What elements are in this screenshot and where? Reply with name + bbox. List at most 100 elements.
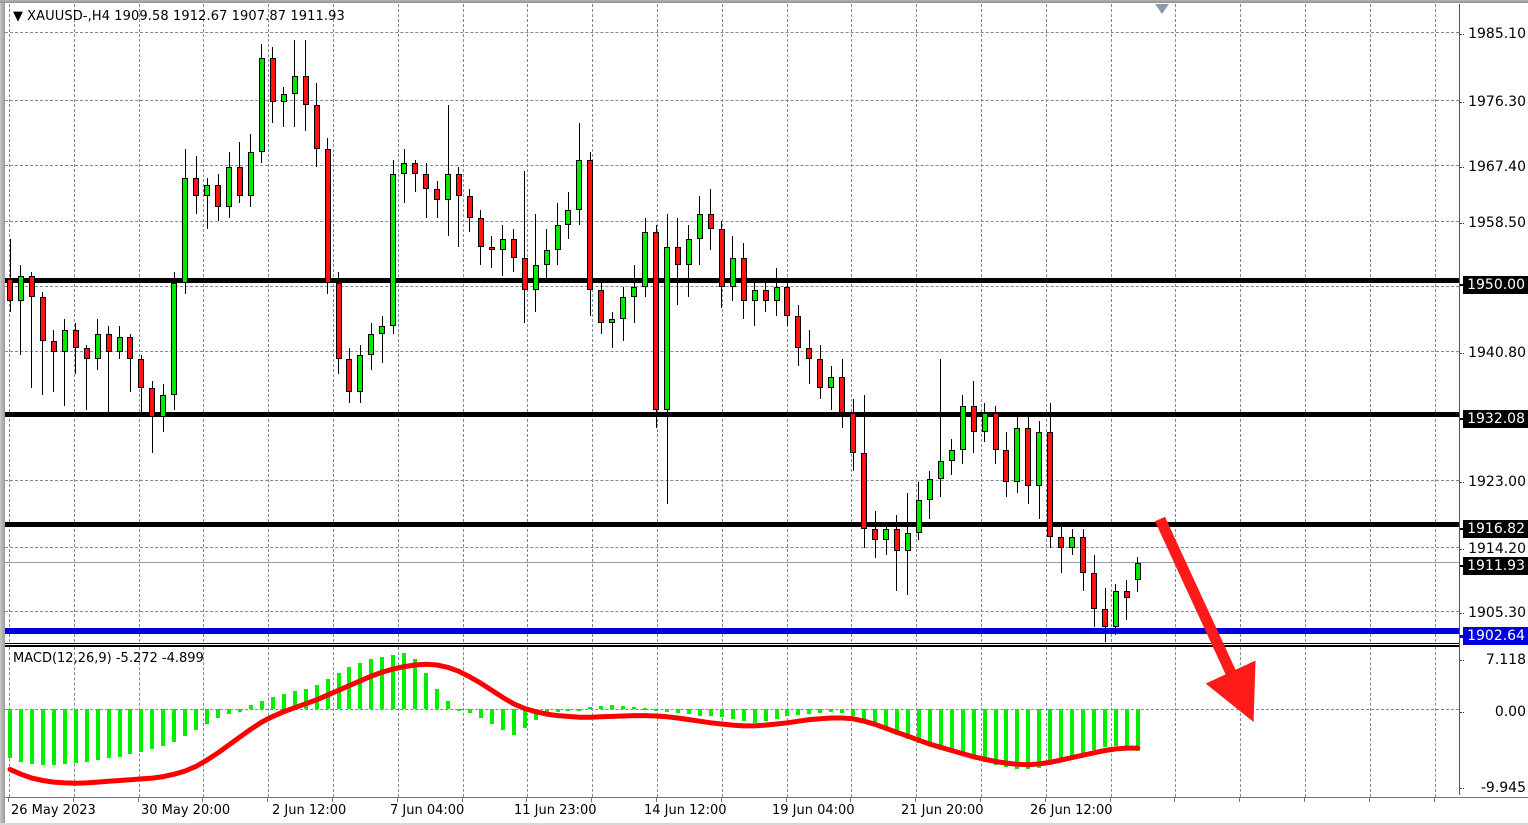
candle — [7, 4, 13, 642]
level-line-1916-82[interactable] — [5, 522, 1459, 527]
candle — [346, 4, 353, 642]
candle — [455, 4, 462, 642]
axis-tick — [1460, 660, 1464, 661]
price-axis-label: 1916.82 — [1463, 520, 1528, 538]
macd-histogram-bar — [358, 662, 363, 710]
triangle-down-icon[interactable]: ▼ — [13, 9, 24, 24]
candle-body-bullish — [1036, 431, 1043, 486]
candle-body-bullish — [1014, 427, 1021, 483]
candle — [850, 4, 857, 642]
axis-tick — [332, 798, 333, 802]
candle-body-bearish — [324, 148, 331, 283]
candle — [280, 4, 287, 642]
time-axis-label: 19 Jun 04:00 — [772, 803, 855, 818]
macd-histogram-bar — [369, 659, 374, 710]
macd-histogram-bar — [1059, 709, 1064, 761]
candle — [477, 4, 484, 642]
macd-histogram-bar — [8, 709, 12, 758]
time-axis[interactable]: 26 May 2023 30 May 20:00 2 Jun 12:00 7 Jun … — [5, 797, 1528, 825]
macd-histogram-bar — [1103, 709, 1107, 748]
candle-body-bullish — [445, 174, 451, 200]
candle-body-bearish — [587, 159, 594, 291]
candle-body-bullish — [1112, 591, 1119, 628]
candle — [1123, 4, 1130, 642]
candle-body-bearish — [653, 232, 660, 410]
macd-histogram-bar — [873, 709, 878, 726]
gridline-vertical — [1175, 4, 1176, 642]
candle — [642, 4, 649, 642]
macd-histogram-bar — [752, 709, 757, 723]
candle-body-bullish — [620, 297, 627, 320]
axis-tick — [1460, 549, 1464, 550]
macd-histogram-bar — [1004, 709, 1009, 768]
candle — [226, 4, 232, 642]
candle-body-bullish — [94, 333, 101, 360]
macd-histogram-bar — [774, 709, 779, 719]
level-line-1902-64[interactable] — [5, 628, 1459, 634]
candle — [390, 4, 397, 642]
macd-histogram-bar — [435, 688, 440, 710]
candle-wick — [151, 380, 153, 454]
price-axis-label: 1985.10 — [1468, 26, 1526, 42]
window-bottom-edge — [0, 823, 1528, 825]
candle — [959, 4, 966, 642]
macd-histogram-bar — [555, 709, 560, 712]
candle-body-bearish — [138, 359, 145, 389]
candle — [806, 4, 813, 642]
candle — [357, 4, 364, 642]
gridline-horizontal — [5, 547, 1459, 548]
candle-body-bullish — [904, 533, 911, 552]
candle — [160, 4, 167, 642]
time-axis-label: 21 Jun 20:00 — [901, 803, 984, 818]
price-axis-label: 1905.30 — [1468, 605, 1526, 621]
candle-body-bullish — [171, 282, 178, 396]
price-axis[interactable]: 1985.10 1976.30 1967.40 1958.50 1950.00 1940.… — [1459, 4, 1528, 796]
candle-body-bearish — [83, 348, 90, 360]
candle — [302, 4, 309, 642]
candle-body-bullish — [915, 500, 922, 534]
candle — [861, 4, 868, 642]
gridline-vertical — [203, 647, 204, 797]
candle-body-bearish — [488, 246, 495, 251]
candle-body-bearish — [466, 195, 473, 218]
candle — [1036, 4, 1043, 642]
candle-body-bearish — [105, 333, 112, 352]
macd-histogram-bar — [248, 705, 253, 710]
macd-histogram-bar — [347, 667, 352, 710]
candle-body-bullish — [1134, 562, 1141, 580]
axis-tick — [786, 798, 787, 802]
candle-wick — [20, 264, 22, 356]
candle-body-bullish — [948, 449, 955, 461]
macd-histogram-bar — [413, 658, 418, 710]
macd-histogram-bar — [29, 709, 34, 764]
macd-histogram-bar — [259, 700, 264, 710]
gridline-vertical — [139, 4, 140, 642]
candle-body-bullish — [565, 210, 572, 225]
level-line-1911-93[interactable] — [5, 562, 1459, 563]
gridline-vertical — [398, 647, 399, 797]
macd-histogram-bar — [446, 701, 450, 710]
candle-body-bearish — [39, 297, 46, 341]
macd-histogram-bar — [686, 709, 691, 715]
candle-body-bullish — [390, 174, 397, 327]
axis-tick — [267, 798, 268, 802]
macd-histogram-bar — [205, 709, 210, 724]
level-line-1932-08[interactable] — [5, 412, 1459, 417]
macd-histogram-bar — [1037, 709, 1042, 768]
price-chart-pane[interactable]: ▼ XAUUSD-,H4 1909.58 1912.67 1907.87 1911… — [5, 4, 1459, 642]
candle — [171, 4, 178, 642]
candle — [510, 4, 517, 642]
candle-body-bullish — [751, 290, 758, 302]
macd-pane[interactable]: MACD(12,26,9) -5.272 -4.899 — [5, 645, 1459, 799]
candle-wick — [9, 239, 11, 312]
macd-histogram-bar — [172, 709, 177, 742]
candle-body-bearish — [598, 290, 605, 323]
candle-wick — [425, 163, 427, 218]
macd-histogram-bar — [599, 706, 604, 710]
candle-body-bullish — [959, 406, 966, 450]
price-axis-label: 1950.00 — [1463, 276, 1528, 294]
candle-body-bullish — [280, 94, 287, 102]
candle-body-bearish — [718, 228, 725, 287]
gridline-horizontal — [5, 221, 1459, 222]
candle — [543, 4, 550, 642]
